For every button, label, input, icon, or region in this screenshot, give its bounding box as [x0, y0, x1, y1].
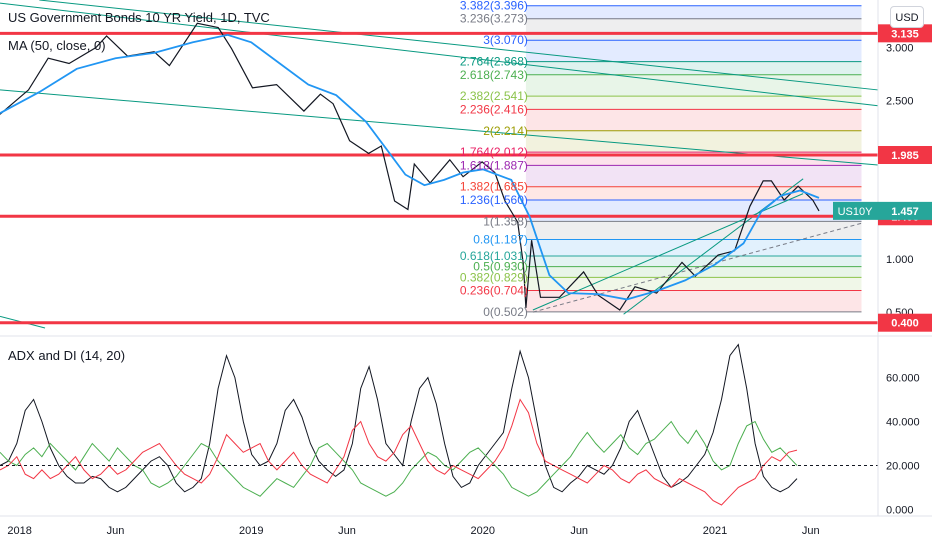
time-tick-label: Jun	[570, 525, 588, 537]
last-price-ticker-badge	[833, 201, 878, 220]
level-badge-text: 1.985	[891, 150, 919, 162]
fib-level-label: 2.764(2.868)	[460, 55, 528, 69]
fib-level-label: 0(0.502)	[483, 305, 528, 319]
fib-level-label: 0.8(1.187)	[473, 232, 528, 246]
price-series-layer	[0, 22, 820, 311]
fib-zone	[525, 109, 862, 131]
level-badge	[878, 146, 932, 165]
trendline	[39, 0, 879, 91]
trendline	[0, 2, 879, 107]
price-tick-label: 2.500	[886, 96, 914, 108]
fib-zone	[525, 74, 862, 97]
adx-series-layer	[0, 343, 878, 506]
level-badge-text: 3.135	[891, 28, 919, 40]
fib-level-label: 0.382(0.829)	[460, 270, 528, 284]
adx-series-line	[0, 420, 798, 497]
ma-line	[0, 33, 820, 301]
ma-legend: MA (50, close, 0)	[8, 38, 106, 53]
axes: 3.0002.5001.0000.50060.00040.00020.0000.…	[0, 0, 932, 537]
fib-level-label: 2.236(2.416)	[460, 102, 528, 116]
currency-button[interactable]: USD	[890, 6, 924, 28]
time-tick-label: Jun	[338, 525, 356, 537]
price-tick-label: 3.000	[886, 43, 914, 55]
dashed-projection	[532, 222, 862, 313]
fib-zone	[525, 199, 862, 222]
fib-zone	[525, 96, 862, 110]
horizontal-levels[interactable]	[0, 31, 878, 325]
adx-tick-label: 0.000	[886, 504, 914, 516]
fibonacci-retracement[interactable]	[525, 5, 862, 313]
last-price-value: 1.457	[891, 206, 919, 218]
fib-zone	[525, 165, 862, 187]
fib-labels: 3.382(3.396)3.236(3.273) 3(3.070) 2.764(2.…	[460, 0, 528, 319]
adx-tick-label: 20.000	[886, 460, 920, 472]
price-line	[0, 22, 820, 311]
fib-zone	[525, 61, 862, 75]
adx-tick-label: 40.000	[886, 417, 920, 429]
fib-level-label: 0.618(1.031)	[460, 249, 528, 263]
adx-tick-label: 60.000	[886, 373, 920, 385]
adx-legend: ADX and DI (14, 20)	[8, 348, 126, 363]
fib-level-label: 3.236(3.273)	[460, 12, 528, 26]
fib-zone	[525, 130, 862, 153]
fib-zone	[525, 266, 862, 278]
adx-series-line	[0, 398, 798, 506]
fib-zone	[525, 18, 862, 41]
last-price-badge	[878, 201, 932, 220]
fib-level-label: 0.5(0.930)	[473, 260, 528, 274]
time-tick-label: 2019	[239, 525, 263, 537]
time-tick-label: 2018	[7, 525, 31, 537]
fib-level-label: 2(2.214)	[483, 124, 528, 138]
fib-level-label: 1.382(1.685)	[460, 180, 528, 194]
fib-level-label: 1(1.358)	[483, 214, 528, 228]
time-tick-label: Jun	[107, 525, 125, 537]
last-price-ticker: US10Y	[838, 206, 874, 218]
fib-level-label: 1.236(1.560)	[460, 193, 528, 207]
fib-zone	[525, 40, 862, 62]
channel-line	[532, 193, 804, 311]
level-badge	[878, 24, 932, 43]
fib-level-label: 3.382(3.396)	[460, 0, 528, 13]
time-tick-label: 2020	[471, 525, 495, 537]
fib-zone	[525, 221, 862, 240]
fib-level-label: 1.764(2.012)	[460, 145, 528, 159]
fib-level-label: 0.236(0.704)	[460, 284, 528, 298]
price-tick-label: 1.000	[886, 254, 914, 266]
time-tick-label: Jun	[802, 525, 820, 537]
fib-zone	[525, 5, 862, 19]
trendline	[0, 89, 879, 166]
fib-level-label: 1.618(1.887)	[460, 158, 528, 172]
trendlines[interactable]	[0, 0, 879, 329]
fib-zone	[525, 277, 862, 291]
chart-title: US Government Bonds 10 YR Yield, 1D, TVC	[8, 10, 270, 25]
fib-level-label: 2.382(2.541)	[460, 89, 528, 103]
fib-level-label: 2.618(2.743)	[460, 68, 528, 82]
level-badge	[878, 313, 932, 332]
adx-series-line	[0, 343, 798, 493]
level-badge-text: 0.400	[891, 318, 919, 330]
fib-level-label: 3(3.070)	[483, 33, 528, 47]
fib-zone	[525, 239, 862, 256]
time-tick-label: 2021	[703, 525, 727, 537]
